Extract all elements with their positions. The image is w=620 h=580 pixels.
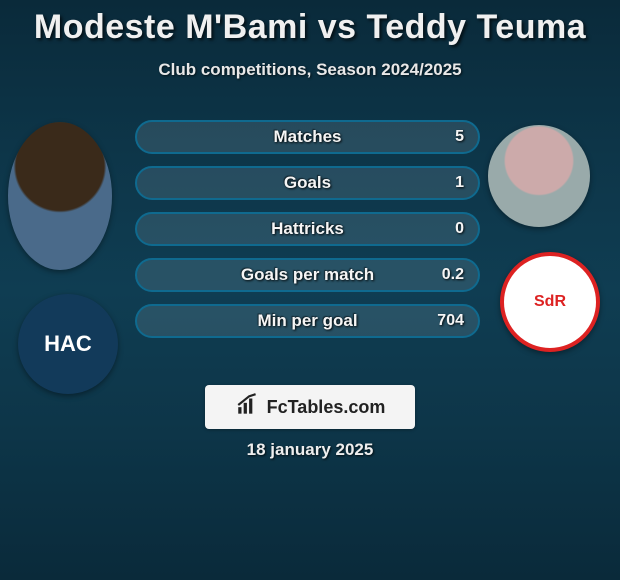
stat-label: Matches	[273, 127, 341, 147]
stat-label: Min per goal	[257, 311, 357, 331]
stat-value: 0.2	[442, 266, 464, 284]
subtitle: Club competitions, Season 2024/2025	[0, 60, 620, 80]
date-label: 18 january 2025	[0, 440, 620, 460]
player-right-avatar	[488, 125, 590, 227]
stat-row: Matches 5	[135, 120, 480, 154]
attribution-text: FcTables.com	[267, 397, 386, 418]
stats-rows: Matches 5 Goals 1 Hattricks 0 Goals per …	[135, 120, 480, 350]
stat-row: Hattricks 0	[135, 212, 480, 246]
stat-label: Goals per match	[241, 265, 374, 285]
stat-value: 704	[437, 312, 464, 330]
stat-row: Min per goal 704	[135, 304, 480, 338]
club-left-abbrev: HAC	[44, 331, 92, 357]
stat-row: Goals per match 0.2	[135, 258, 480, 292]
stat-value: 5	[455, 128, 464, 146]
club-right-logo: SdR	[500, 252, 600, 352]
chart-icon	[235, 392, 261, 423]
stat-label: Goals	[284, 173, 331, 193]
club-left-logo: HAC	[18, 294, 118, 394]
stat-value: 1	[455, 174, 464, 192]
stat-label: Hattricks	[271, 219, 344, 239]
page-title: Modeste M'Bami vs Teddy Teuma	[0, 8, 620, 47]
stat-value: 0	[455, 220, 464, 238]
stat-row: Goals 1	[135, 166, 480, 200]
player-left-avatar	[8, 122, 112, 270]
attribution-logo: FcTables.com	[205, 385, 415, 429]
club-right-abbrev: SdR	[534, 293, 566, 311]
